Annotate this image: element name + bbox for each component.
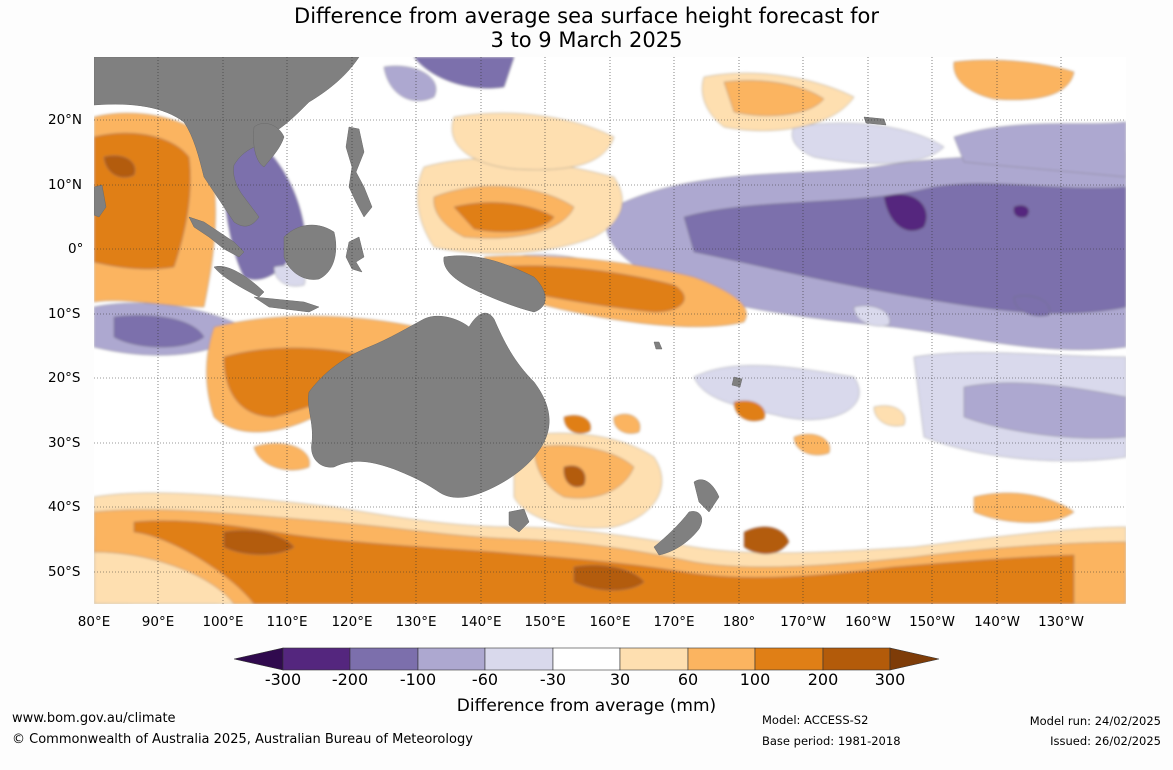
color-legend-bar — [234, 647, 940, 671]
land — [94, 57, 887, 556]
legend-tick-minus200: -200 — [331, 670, 369, 689]
legend-swatch-100-60 — [417, 647, 486, 671]
model-name: Model: ACCESS-S2 — [762, 713, 869, 727]
legend-tick-300: 300 — [874, 670, 906, 689]
lat-label-40s: 40°S — [48, 499, 81, 515]
legend-swatch-200-300 — [822, 647, 891, 671]
title-line-1: Difference from average sea surface heig… — [294, 4, 879, 28]
legend-tick-minus60: -60 — [471, 670, 499, 689]
issued-date: Issued: 26/02/2025 — [1050, 734, 1161, 748]
legend-tick-minus100: -100 — [399, 670, 437, 689]
legend-swatch-300-200 — [282, 647, 351, 671]
map-canvas — [94, 57, 1126, 604]
lon-label-90e: 90°E — [141, 614, 175, 630]
lon-label-170e: 170°E — [653, 614, 695, 630]
legend-swatch-200-100 — [349, 647, 419, 671]
lon-label-170w: 170°W — [780, 614, 826, 630]
lon-label-130e: 130°E — [395, 614, 437, 630]
lat-label-30s: 30°S — [48, 435, 81, 451]
legend-tick-100: 100 — [739, 670, 771, 689]
legend-tick-minus30: -30 — [539, 670, 567, 689]
legend-swatch-below-300 — [234, 647, 284, 671]
lon-label-160e: 160°E — [589, 614, 631, 630]
website-link[interactable]: www.bom.gov.au/climate — [12, 711, 176, 726]
lon-label-150w: 150°W — [909, 614, 955, 630]
lon-label-160w: 160°W — [845, 614, 891, 630]
legend-title: Difference from average (mm) — [456, 696, 717, 716]
legend-swatch-30-60 — [619, 647, 689, 671]
lat-label-10s: 10°S — [48, 306, 81, 322]
graticule — [94, 57, 1126, 604]
legend-tick-60: 60 — [677, 670, 699, 689]
lon-label-130w: 130°W — [1038, 614, 1084, 630]
base-period: Base period: 1981-2018 — [762, 734, 901, 748]
lat-label-20s: 20°S — [48, 370, 81, 386]
legend-swatch-above-300 — [889, 647, 940, 671]
legend-swatch-60-100 — [687, 647, 756, 671]
copyright-text: © Commonwealth of Australia 2025, Austra… — [12, 732, 473, 747]
title-line-2: 3 to 9 March 2025 — [490, 28, 683, 52]
lon-label-100e: 100°E — [202, 614, 244, 630]
legend-swatch-60-30 — [484, 647, 554, 671]
lat-label-50s: 50°S — [48, 564, 81, 580]
lon-label-80e: 80°E — [77, 614, 111, 630]
lat-label-20n: 20°N — [48, 112, 83, 128]
lon-label-110e: 110°E — [266, 614, 308, 630]
lon-label-140e: 140°E — [460, 614, 502, 630]
lon-label-150e: 150°E — [524, 614, 566, 630]
legend-tick-200: 200 — [807, 670, 839, 689]
legend-tick-30: 30 — [609, 670, 631, 689]
sea-height-anomaly-map — [94, 57, 1126, 604]
legend-tick-minus300: -300 — [264, 670, 302, 689]
map-title: Difference from average sea surface heig… — [0, 4, 1173, 52]
model-run-date: Model run: 24/02/2025 — [1029, 714, 1161, 728]
lat-label-0: 0° — [68, 241, 84, 257]
lon-label-140w: 140°W — [974, 614, 1020, 630]
lon-label-120e: 120°E — [331, 614, 373, 630]
legend-swatch-100-200 — [754, 647, 824, 671]
lon-label-180: 180° — [722, 614, 756, 630]
lat-label-10n: 10°N — [48, 177, 83, 193]
legend-swatch-30-30 — [552, 647, 621, 671]
